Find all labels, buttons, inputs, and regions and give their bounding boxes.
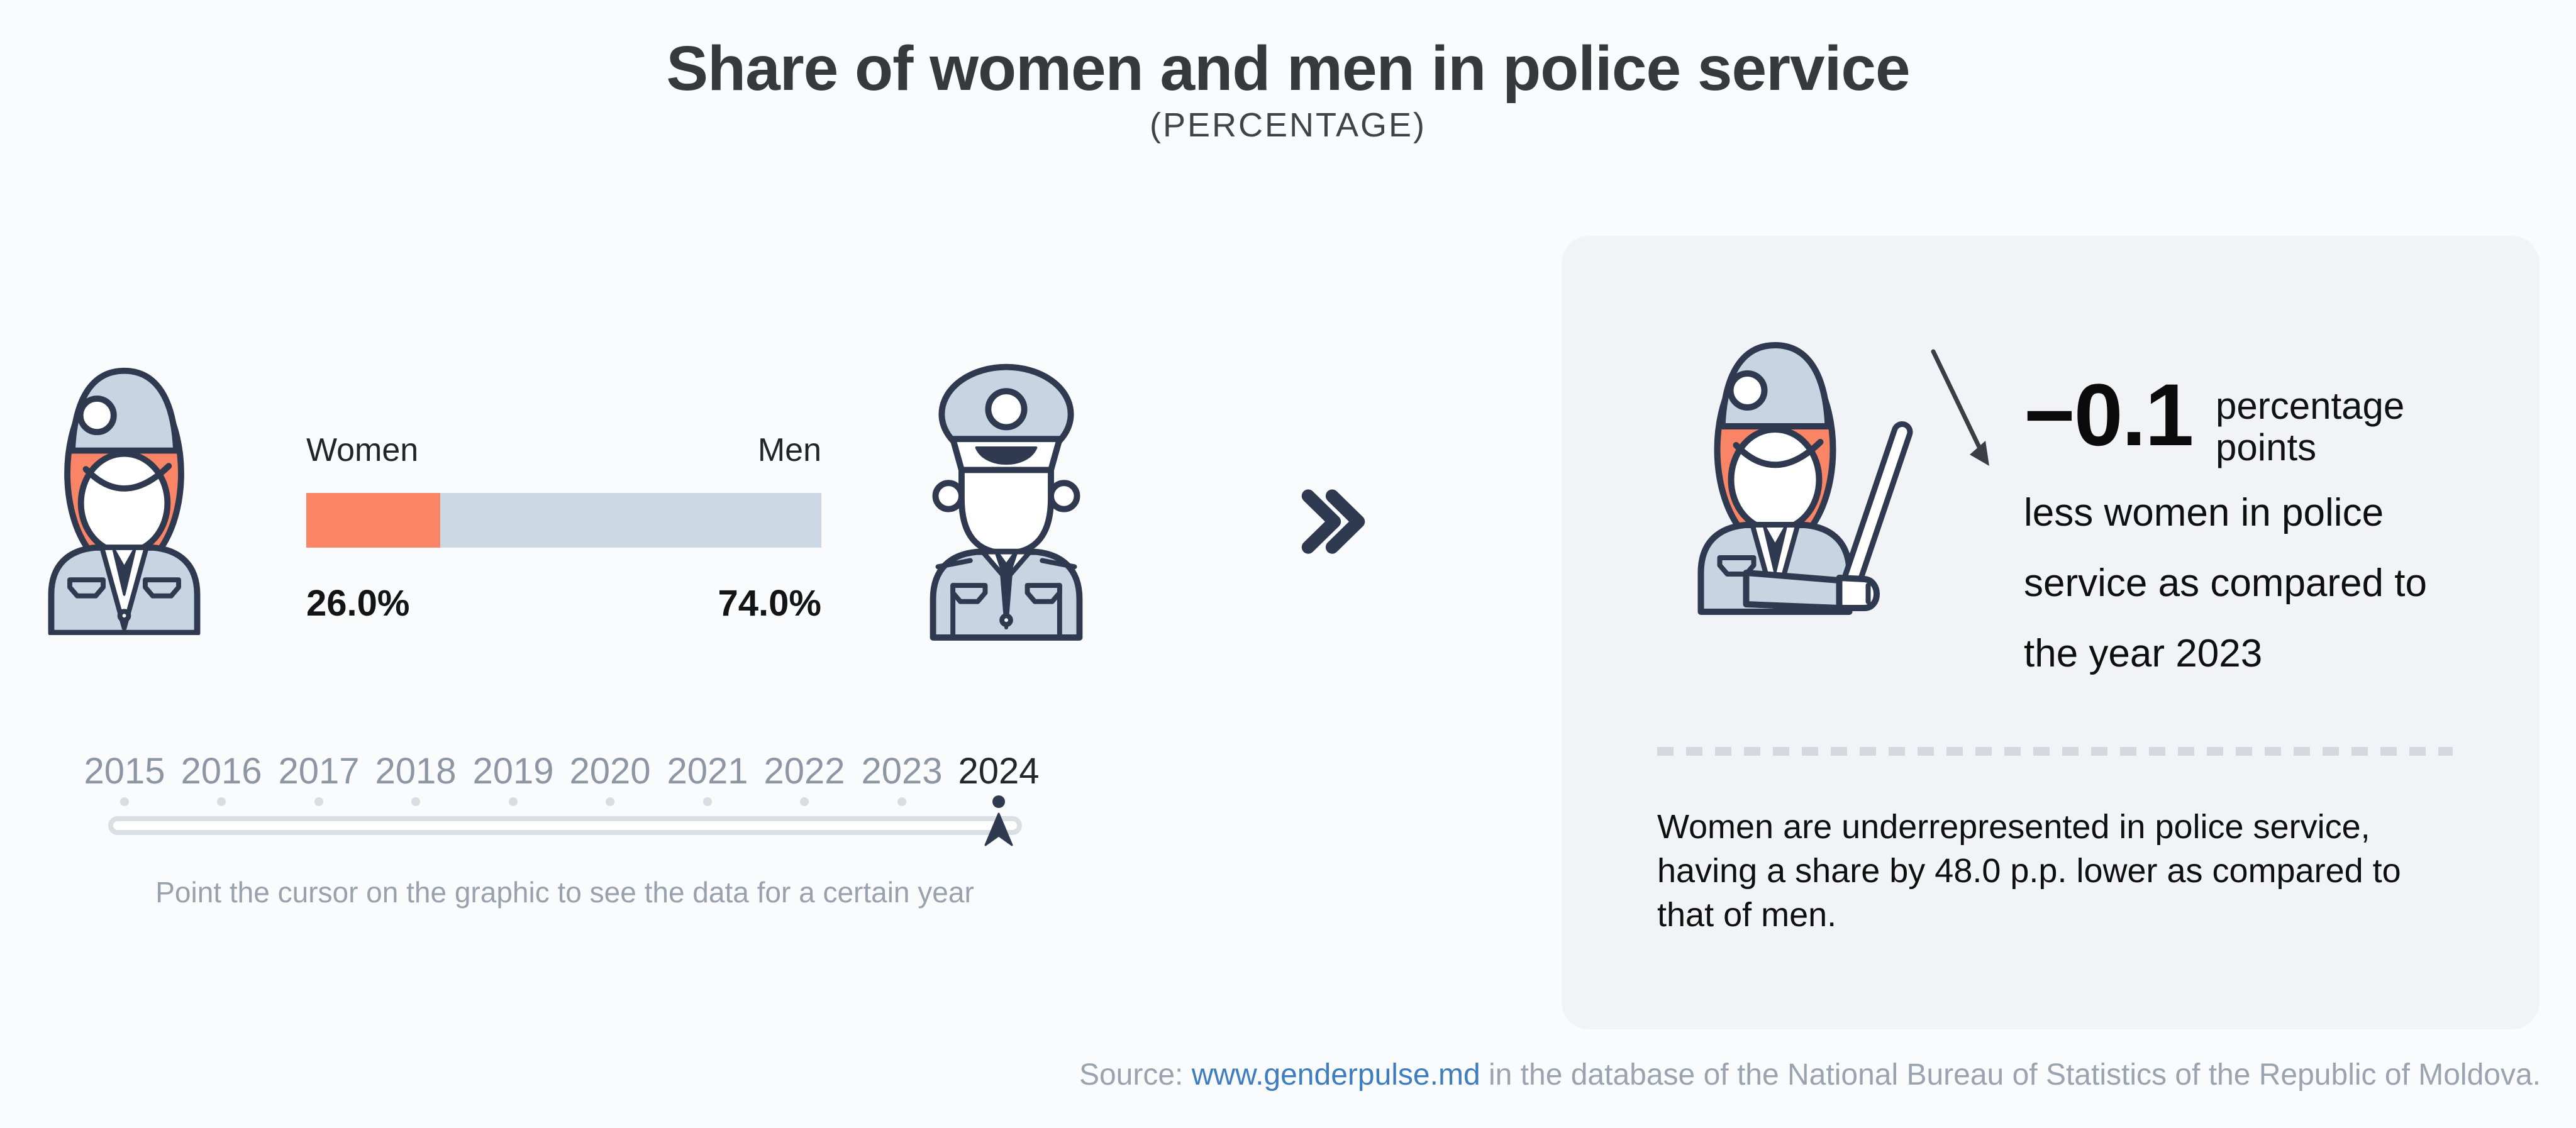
delta-unit: percentage points <box>2216 385 2405 468</box>
timeline-dot <box>217 797 226 806</box>
year-2020[interactable]: 2020 <box>569 751 651 792</box>
bar-value-women: 26.0% <box>306 583 410 624</box>
page-title: Share of women and men in police service <box>666 33 1910 104</box>
bar-segment-women[interactable] <box>306 493 440 548</box>
timeline-dot-active[interactable] <box>992 795 1005 808</box>
dashed-divider <box>1657 747 2453 756</box>
delta-description: less women in police service as compared… <box>2024 491 2427 675</box>
year-2015[interactable]: 2015 <box>84 751 165 792</box>
timeline-dot <box>120 797 129 806</box>
page-subtitle: (PERCENTAGE) <box>1149 106 1427 144</box>
year-2017[interactable]: 2017 <box>278 751 360 792</box>
bar-label-men: Men <box>757 432 821 468</box>
source-prefix: Source: <box>1079 1058 1192 1092</box>
summary-text: Women are underrepresented in police ser… <box>1657 808 2401 934</box>
timeline-cursor-handle[interactable] <box>984 812 1013 848</box>
year-2024-selected[interactable]: 2024 <box>958 751 1040 792</box>
delta-value: −0.1 <box>2024 365 2194 464</box>
timeline-slider-track[interactable] <box>108 816 1022 835</box>
policewoman-with-baton-icon <box>1697 342 1913 615</box>
decrease-arrow-icon <box>1931 349 1989 466</box>
policewoman-icon <box>48 367 201 635</box>
timeline-dot <box>509 797 518 806</box>
yearly-change-panel: −0.1 percentage points less women in pol… <box>1562 236 2540 1029</box>
timeline-hint-text: Point the cursor on the graphic to see t… <box>155 876 974 909</box>
timeline-dot <box>800 797 809 806</box>
genderpulse-link[interactable]: www.genderpulse.md <box>1191 1058 1480 1092</box>
year-2018[interactable]: 2018 <box>375 751 457 792</box>
timeline-dot <box>897 797 906 806</box>
bar-value-men: 74.0% <box>718 583 821 624</box>
year-2023[interactable]: 2023 <box>861 751 943 792</box>
double-chevron-right-icon <box>1301 489 1365 554</box>
bar-label-women: Women <box>306 432 419 468</box>
policeman-icon <box>930 363 1083 641</box>
source-line: Source: www.genderpulse.md in the databa… <box>1079 1058 2541 1092</box>
bar-segment-men[interactable] <box>440 493 821 548</box>
timeline-dot <box>411 797 420 806</box>
year-2021[interactable]: 2021 <box>667 751 748 792</box>
year-2022[interactable]: 2022 <box>763 751 845 792</box>
timeline-dot <box>703 797 712 806</box>
timeline-dot <box>606 797 614 806</box>
gender-share-bar <box>306 493 821 548</box>
source-suffix: in the database of the National Bureau o… <box>1480 1058 2541 1092</box>
year-2019[interactable]: 2019 <box>472 751 554 792</box>
timeline-dot <box>314 797 323 806</box>
year-2016[interactable]: 2016 <box>180 751 262 792</box>
